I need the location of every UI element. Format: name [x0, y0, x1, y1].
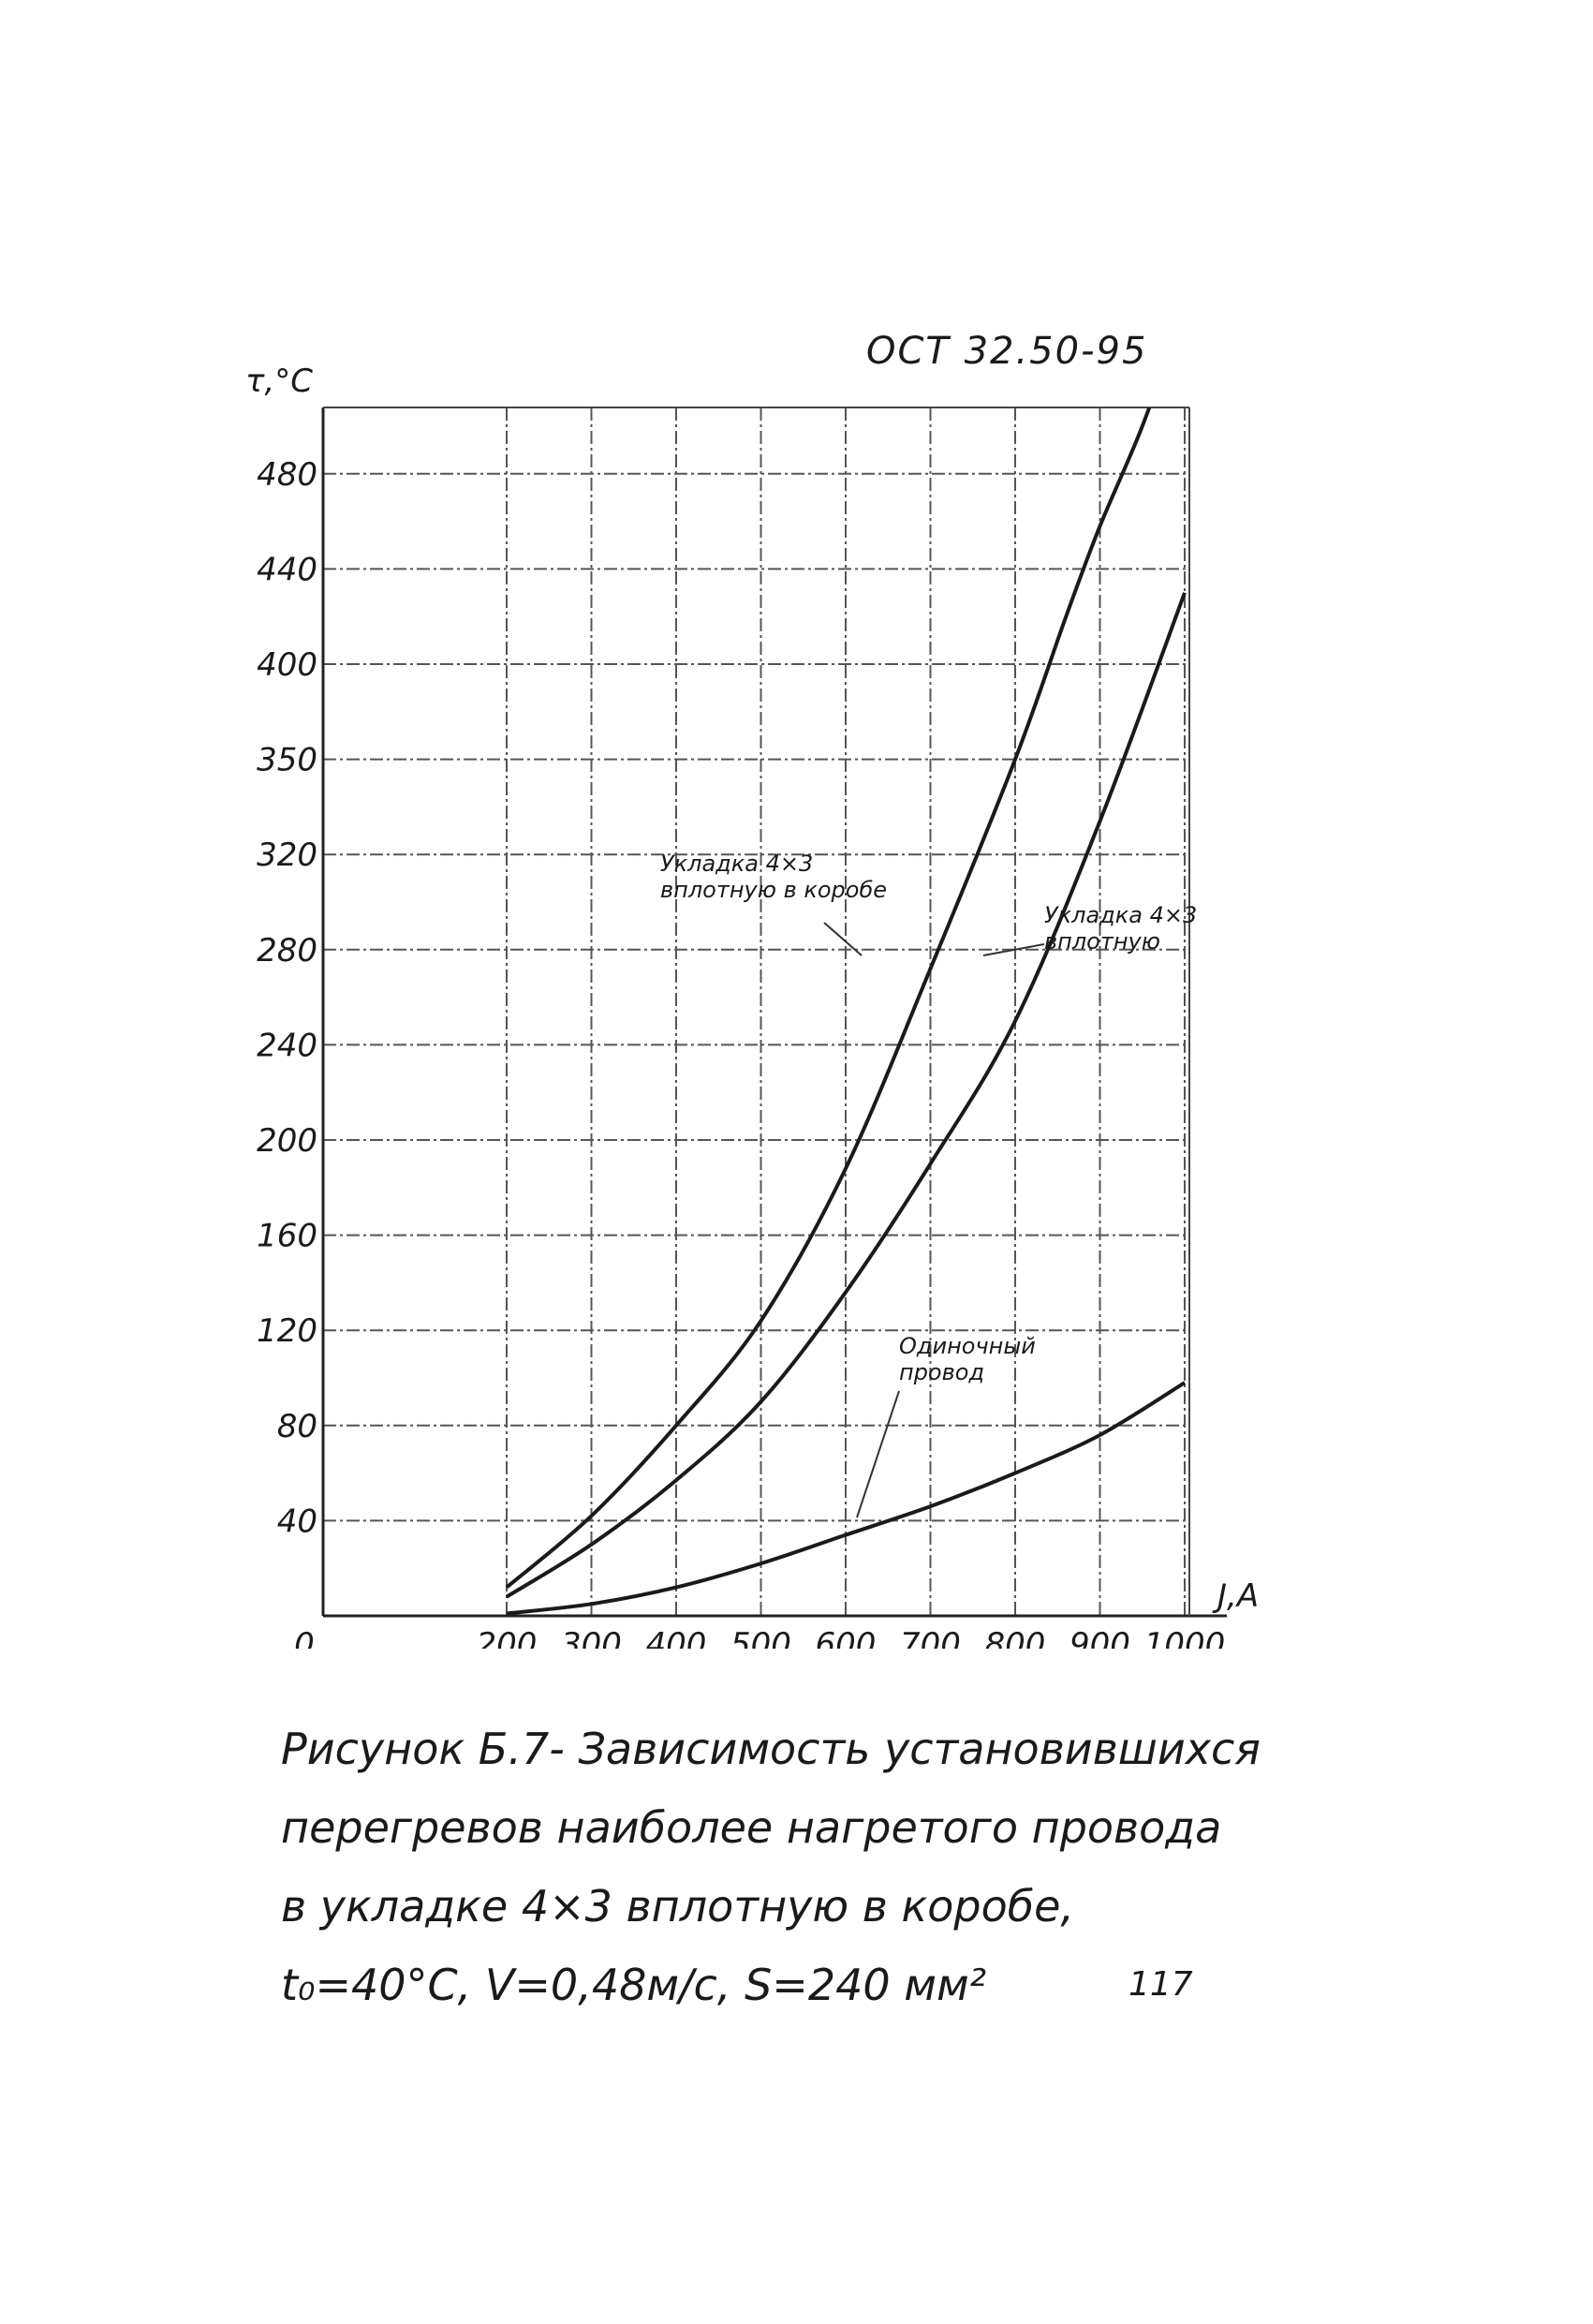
- x-tick-label: 600: [816, 1626, 877, 1649]
- page-number: 117: [1128, 1965, 1193, 2004]
- y-tick-label: 320: [257, 836, 317, 874]
- caption-line-1: Рисунок Б.7- Зависимость установившихся: [281, 1724, 1261, 1774]
- y-tick-label: 280: [257, 932, 317, 970]
- document-code: ОСТ 32.50-95: [866, 330, 1148, 373]
- caption-line-3: в укладке 4×3 вплотную в коробе,: [281, 1881, 1075, 1932]
- x-tick-label: 700: [900, 1626, 961, 1649]
- y-tick-label: 80: [277, 1408, 317, 1445]
- chart-axes: [321, 407, 1227, 1618]
- series-tight-leader-line: [982, 943, 1045, 956]
- y-tick-label: 160: [257, 1218, 317, 1255]
- y-tick-label: 440: [257, 551, 317, 588]
- x-origin-label: 0: [294, 1626, 315, 1649]
- caption-line-4: t₀=40°C, V=0,48м/с, S=240 мм²: [281, 1960, 987, 2010]
- y-tick-label: 480: [257, 456, 317, 494]
- y-tick-label: 40: [277, 1502, 317, 1540]
- series-single-wire-leader-line: [856, 1390, 900, 1518]
- series-single-wire-line: [506, 1381, 1187, 1616]
- y-tick-label: 350: [257, 742, 317, 779]
- y-tick-label: 400: [257, 646, 317, 684]
- x-tick-label: 300: [561, 1626, 622, 1649]
- series-single-wire-label: Одиночный: [899, 1333, 1036, 1359]
- series-in-box-label: вплотную в коробе: [660, 877, 887, 903]
- x-tick-label: 900: [1069, 1626, 1130, 1649]
- overheating-chart: 40 80 120 160 200 240 280 320 350 400 440 480 200 300…: [245, 363, 1259, 1649]
- x-tick-label: 1000: [1144, 1626, 1226, 1649]
- series-in-box-line: [505, 407, 1152, 1590]
- series-tight-label: вплотную: [1044, 928, 1160, 955]
- chart-grid: [323, 407, 1189, 1616]
- chart-tick-labels: 40 80 120 160 200 240 280 320 350 400 440 480 200 300…: [257, 456, 1225, 1649]
- x-tick-label: 400: [646, 1626, 707, 1649]
- y-tick-label: 200: [257, 1122, 317, 1160]
- series-tight-line: [505, 592, 1187, 1599]
- y-tick-label: 120: [257, 1312, 317, 1350]
- x-axis-label: J,A: [1212, 1577, 1259, 1615]
- series-tight-label: Укладка 4×3: [1044, 902, 1197, 928]
- y-tick-label: 240: [257, 1027, 317, 1064]
- x-tick-label: 500: [730, 1626, 791, 1649]
- x-tick-label: 800: [985, 1626, 1046, 1649]
- figure-caption: Рисунок Б.7- Зависимость установившихся …: [281, 1710, 1358, 2024]
- series-in-box-label: Укладка 4×3: [660, 851, 813, 877]
- chart-series: [505, 407, 1187, 1616]
- caption-line-2: перегревов наиболее нагретого провода: [281, 1802, 1222, 1853]
- series-in-box-leader-line: [823, 922, 863, 956]
- series-single-wire-label: провод: [899, 1359, 984, 1385]
- x-tick-label: 200: [477, 1626, 538, 1649]
- y-axis-label: τ,°C: [245, 363, 313, 400]
